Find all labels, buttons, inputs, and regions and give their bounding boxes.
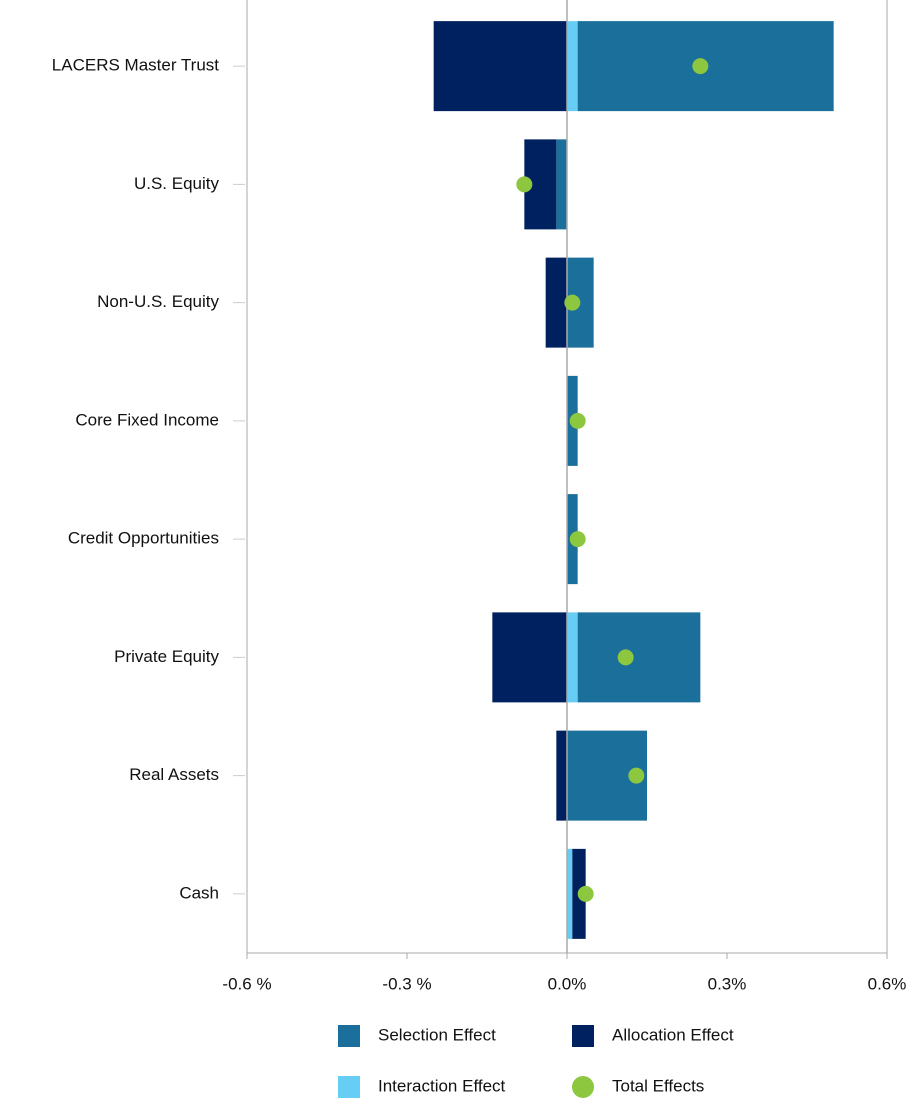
- y-tick-label: Private Equity: [114, 647, 219, 666]
- total-dot: [516, 176, 533, 193]
- y-tick-label: Non-U.S. Equity: [97, 292, 219, 311]
- x-tick-label: -0.6 %: [222, 974, 271, 993]
- total-dot: [569, 412, 586, 429]
- y-tick-label: LACERS Master Trust: [52, 56, 219, 75]
- bar: [556, 730, 567, 821]
- legend-label: Allocation Effect: [612, 1025, 734, 1044]
- total-dot: [569, 531, 586, 548]
- x-tick-label: 0.6%: [868, 974, 907, 993]
- y-tick-label: Core Fixed Income: [75, 410, 219, 429]
- bar: [545, 257, 567, 348]
- total-dot: [617, 649, 634, 666]
- x-tick-label: -0.3 %: [382, 974, 431, 993]
- bar: [492, 612, 567, 703]
- total-dot: [577, 885, 594, 902]
- bar: [567, 848, 573, 939]
- total-dot: [564, 294, 581, 311]
- legend-label: Interaction Effect: [378, 1076, 506, 1095]
- legend-label: Total Effects: [612, 1076, 704, 1095]
- bar: [567, 21, 578, 112]
- y-tick-label: Real Assets: [129, 765, 219, 784]
- bar: [433, 21, 567, 112]
- total-dot: [628, 767, 645, 784]
- bar: [577, 612, 701, 703]
- y-tick-label: Cash: [179, 883, 219, 902]
- bar: [567, 612, 578, 703]
- total-dot: [692, 58, 709, 75]
- legend-swatch: [572, 1076, 594, 1098]
- y-tick-label: Credit Opportunities: [68, 529, 219, 548]
- legend-swatch: [338, 1076, 360, 1098]
- legend-swatch: [572, 1025, 594, 1047]
- legend-swatch: [338, 1025, 360, 1047]
- y-tick-label: U.S. Equity: [134, 174, 220, 193]
- bar: [556, 139, 567, 230]
- x-tick-label: 0.3%: [708, 974, 747, 993]
- x-tick-label: 0.0%: [548, 974, 587, 993]
- legend-label: Selection Effect: [378, 1025, 496, 1044]
